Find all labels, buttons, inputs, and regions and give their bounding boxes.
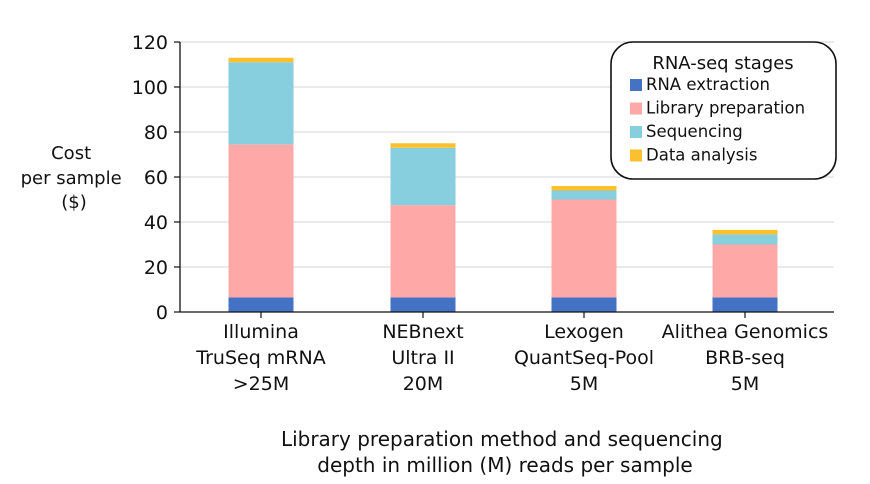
bar-segment-data-analysis: [712, 229, 778, 235]
bar-segment-library-preparation: [551, 199, 617, 298]
y-tick-label: 60: [144, 167, 168, 189]
bar-segment-sequencing: [551, 190, 617, 200]
legend-title: RNA-seq stages: [652, 53, 793, 74]
x-axis-label-line-1: Library preparation method and sequencin…: [281, 427, 723, 451]
x-category-label: Alithea Genomics BRB-seq 5M: [662, 321, 829, 395]
legend-swatch-sequencing: [630, 126, 642, 138]
legend-swatch-rna-extraction: [630, 79, 642, 91]
legend-label-sequencing: Sequencing: [646, 122, 743, 141]
bar-segment-library-preparation: [390, 205, 456, 298]
y-ticks: 0 20 40 60 80 100 120: [132, 32, 180, 324]
legend-label-data-analysis: Data analysis: [646, 146, 757, 165]
y-tick-label: 120: [132, 32, 168, 54]
bar-segment-library-preparation: [712, 244, 778, 298]
x-category-labels: Illumina TruSeq mRNA >25M NEBnext Ultra II 20…: [195, 321, 828, 395]
legend-swatch-data-analysis: [630, 149, 642, 162]
bar-segment-data-analysis: [551, 186, 617, 191]
x-category-label: Lexogen QuantSeq-Pool 5M: [514, 321, 654, 395]
bar-segment-rna-extraction: [228, 297, 294, 312]
bar-segment-data-analysis: [390, 143, 456, 148]
legend-label-rna-extraction: RNA extraction: [646, 75, 770, 94]
legend: RNA-seq stages RNA extraction Library pre…: [610, 41, 837, 180]
x-category-label: Illumina TruSeq mRNA >25M: [195, 321, 325, 395]
y-tick-label: 80: [144, 122, 168, 144]
y-axis-label-line-1: Cost: [51, 143, 91, 164]
bar-segment-sequencing: [228, 62, 294, 145]
bar-segment-data-analysis: [228, 57, 294, 63]
bar-segment-sequencing: [712, 234, 778, 245]
legend-box: [610, 41, 837, 180]
x-axis-label: Library preparation method and sequencin…: [281, 427, 729, 477]
y-tick-label: 0: [156, 302, 168, 324]
bars: [228, 57, 778, 318]
x-category-label: NEBnext Ultra II 20M: [382, 321, 463, 395]
y-axis-label: Cost per sample ($): [21, 143, 128, 213]
y-axis-label-line-3: ($): [61, 192, 87, 213]
y-tick-label: 100: [132, 77, 168, 99]
bar-segment-sequencing: [390, 147, 456, 206]
y-axis-label-line-2: per sample: [21, 168, 122, 189]
y-tick-label: 40: [144, 212, 168, 234]
legend-swatch-library-preparation: [630, 102, 642, 115]
bar-segment-rna-extraction: [390, 297, 456, 312]
legend-label-library-preparation: Library preparation: [646, 99, 805, 118]
bar-segment-rna-extraction: [551, 297, 617, 312]
legend-items: RNA extraction Library preparation Sequenc…: [630, 75, 805, 165]
x-axis-label-line-2: depth in million (M) reads per sample: [317, 453, 692, 477]
bar-segment-library-preparation: [228, 144, 294, 298]
y-tick-label: 20: [144, 257, 168, 279]
bar-segment-rna-extraction: [712, 297, 778, 312]
